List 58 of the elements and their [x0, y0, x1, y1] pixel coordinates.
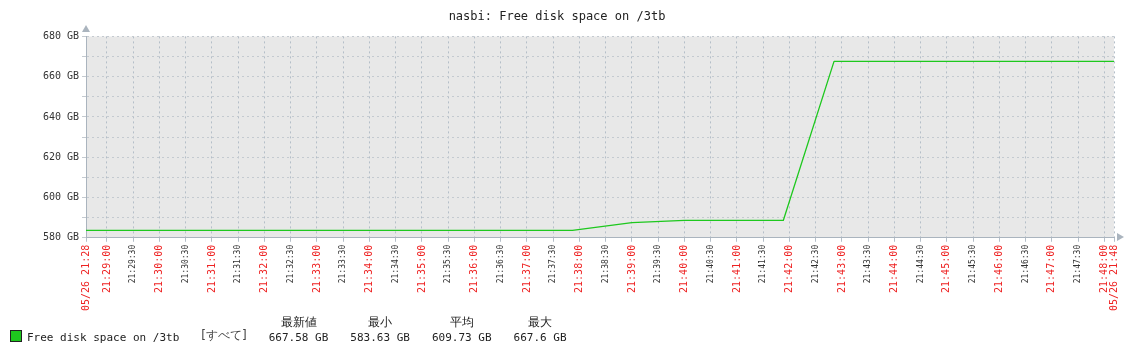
x-tick-label: 21:37:00: [520, 244, 532, 293]
x-tick-label: 21:35:00: [415, 244, 427, 293]
y-tick-label: 580 GB: [42, 231, 79, 243]
x-tick-label: 21:34:00: [363, 244, 375, 293]
x-tick-label: 21:44:00: [887, 244, 899, 293]
y-tick-label: 600 GB: [42, 191, 79, 203]
legend-label: Free disk space on /3tb: [27, 331, 180, 344]
text: 最新値: [279, 314, 318, 331]
x-tick-label: 21:29:00: [100, 244, 112, 293]
x-tick-label: 21:33:30: [338, 244, 348, 284]
x-tick-label: 21:30:30: [180, 244, 190, 284]
x-tick-label: 21:41:30: [758, 244, 768, 284]
x-tick-label: 21:35:30: [443, 244, 453, 284]
text: [すべて]: [201, 327, 247, 344]
x-tick-label: 21:33:00: [310, 244, 322, 293]
x-tick-label: 21:40:30: [705, 244, 715, 284]
chart-title: nasbi: Free disk space on /3tb: [448, 9, 666, 24]
x-tick-label: 21:41:00: [730, 244, 742, 293]
x-tick-label: 21:48:00: [1097, 244, 1109, 293]
x-tick-label: 21:47:30: [1073, 244, 1083, 284]
x-tick-label: 21:29:30: [128, 244, 138, 284]
x-tick-label: 21:43:30: [863, 244, 873, 284]
x-tick-label: 21:31:30: [233, 244, 243, 284]
x-tick-label: 05/26 21:48: [1107, 244, 1119, 312]
text: 609.73 GB: [431, 331, 492, 344]
x-tick-label: 21:32:30: [285, 244, 295, 284]
x-tick-label: 21:45:00: [940, 244, 952, 293]
y-tick-label: 640 GB: [42, 110, 79, 122]
x-tick-label: 21:45:30: [968, 244, 978, 284]
x-tick-label: 21:31:00: [205, 244, 217, 293]
text: 667.58 GB: [268, 331, 329, 344]
x-tick-label: 21:42:30: [810, 244, 820, 284]
x-tick-label: 21:40:00: [678, 244, 690, 293]
text: 583.63 GB: [350, 331, 410, 344]
y-tick-label: 620 GB: [42, 150, 79, 162]
y-tick-label: 660 GB: [42, 70, 79, 82]
x-tick-label: 21:42:00: [783, 244, 795, 293]
text: 平均: [448, 314, 475, 331]
x-tick-label: 05/26 21:28: [79, 244, 91, 312]
x-tick-label: 21:46:00: [992, 244, 1004, 293]
x-tick-label: 21:34:30: [390, 244, 400, 284]
x-tick-label: 21:32:00: [258, 244, 270, 293]
x-tick-label: 21:39:00: [625, 244, 637, 293]
x-tick-label: 21:39:30: [653, 244, 663, 284]
text: 最小: [367, 314, 394, 331]
x-tick-label: 21:37:30: [548, 244, 558, 284]
x-tick-label: 21:30:00: [153, 244, 165, 293]
text: 667.6 GB: [513, 331, 567, 344]
x-tick-label: 21:36:00: [468, 244, 480, 293]
x-tick-label: 21:43:00: [835, 244, 847, 293]
x-tick-label: 21:47:00: [1045, 244, 1057, 293]
x-tick-label: 21:38:30: [600, 244, 610, 284]
x-tick-label: 21:36:30: [495, 244, 505, 284]
x-tick-label: 21:44:30: [915, 244, 925, 284]
y-tick-label: 680 GB: [42, 29, 79, 41]
x-tick-label: 21:46:30: [1020, 244, 1030, 284]
x-tick-label: 21:38:00: [573, 244, 585, 293]
text: 最大: [527, 314, 553, 331]
